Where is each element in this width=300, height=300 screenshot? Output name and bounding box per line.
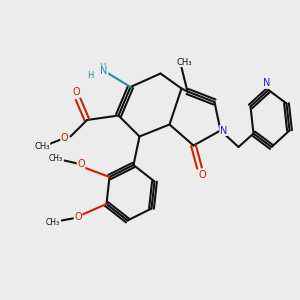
Text: CH₃: CH₃ [177,58,192,67]
Text: O: O [73,87,80,98]
Text: N: N [263,78,271,88]
Text: CH₃: CH₃ [49,154,63,163]
Text: CH₃: CH₃ [46,218,60,227]
Text: N: N [220,125,227,136]
Text: O: O [74,212,82,223]
Text: O: O [77,159,85,170]
Text: H: H [87,71,93,80]
Text: O: O [199,169,206,180]
Text: O: O [61,133,68,143]
Text: CH₃: CH₃ [34,142,50,151]
Text: N: N [100,66,108,76]
Text: H: H [99,63,105,72]
